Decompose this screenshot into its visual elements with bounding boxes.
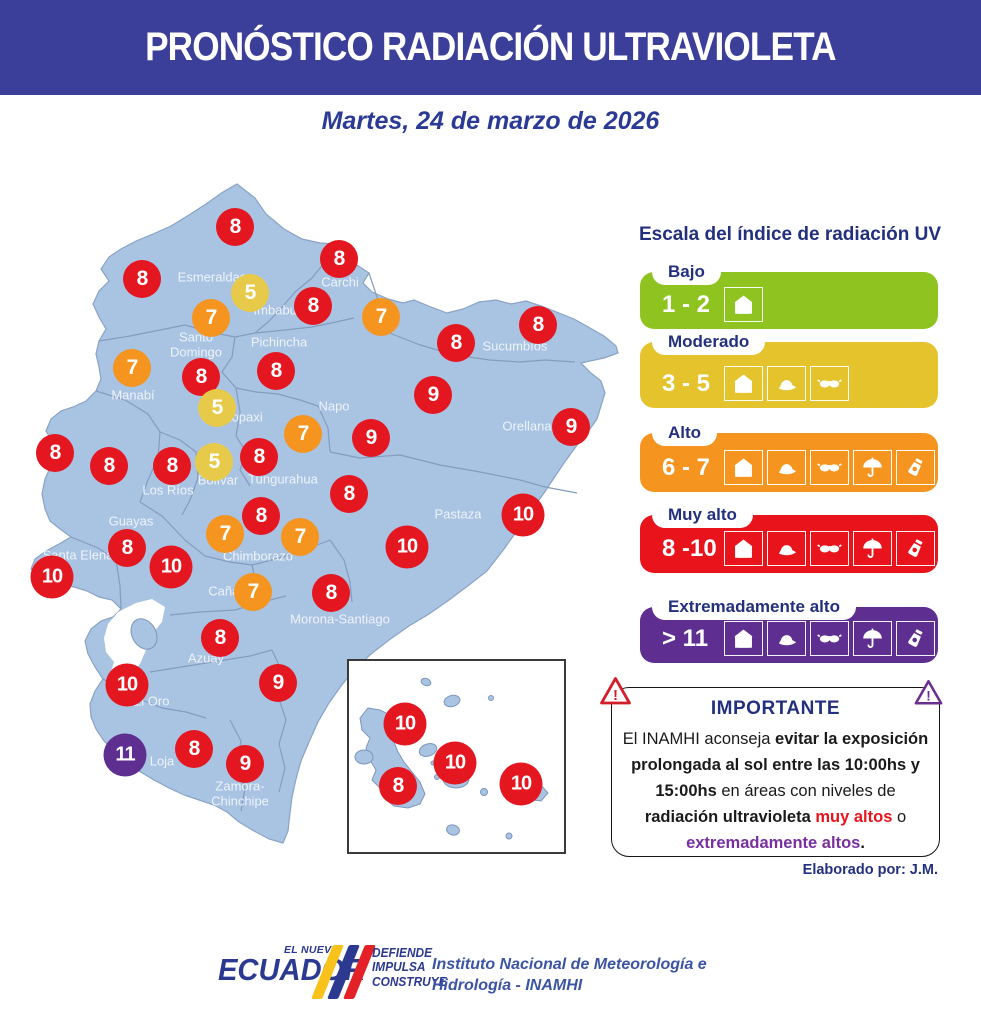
date-line: Martes, 24 de marzo de 2026 <box>321 107 660 135</box>
credit-line: Elaborado por: J.M. <box>802 862 938 878</box>
legend-level-name: Muy alto <box>652 502 753 528</box>
important-text-segment: extremadamente altos <box>686 834 861 853</box>
flag-stripes-icon <box>311 945 376 999</box>
cap-icon <box>767 366 806 401</box>
legend-range: 3 - 5 <box>662 369 711 397</box>
sunscreen-icon <box>896 450 935 485</box>
cap-icon <box>767 621 806 656</box>
shirt-icon <box>724 450 763 485</box>
important-text: El INAMHI aconseja evitar la exposición … <box>619 726 932 856</box>
logo-el-nuevo: EL NUEVO <box>284 944 340 956</box>
legend-band: Bajo 1 - 2 <box>640 259 938 329</box>
legend-band: Moderado 3 - 5 <box>640 329 938 408</box>
legend-range: 6 - 7 <box>662 453 711 481</box>
shirt-icon <box>724 287 763 322</box>
warning-triangle-purple-icon: ! <box>914 679 943 705</box>
important-text-segment: El INAMHI aconseja <box>622 730 776 748</box>
warning-triangle-red-icon: ! <box>600 677 631 705</box>
legend-band: Muy alto 8 -10 <box>640 502 938 573</box>
cap-icon <box>767 531 806 566</box>
institute-name: Instituto Nacional de Meteorología e Hid… <box>432 956 707 994</box>
legend-band: Extremadamente alto > 11 <box>640 594 938 663</box>
important-text-segment: evitar la exposición prolongada al sol e… <box>631 730 929 801</box>
shirt-icon <box>724 531 763 566</box>
legend-range: > 11 <box>662 624 709 652</box>
logo-slogan: DEFIENDE IMPULSA CONSTRUYE <box>372 946 447 989</box>
sunglasses-icon <box>810 531 849 566</box>
shirt-icon <box>724 621 763 656</box>
legend-level-name: Extremadamente alto <box>652 594 856 620</box>
umbrella-icon <box>853 531 892 566</box>
sunglasses-icon <box>810 621 849 656</box>
legend-level-name: Bajo <box>652 259 721 285</box>
galapagos-inset <box>347 659 566 854</box>
important-title: IMPORTANTE <box>710 698 841 719</box>
legend-level-name: Alto <box>652 420 718 446</box>
svg-text:!: ! <box>613 687 618 704</box>
important-box: IMPORTANTE El INAMHI aconseja evitar la … <box>611 687 940 857</box>
legend-title: Escala del índice de radiación UV <box>638 224 941 245</box>
cap-icon <box>767 450 806 485</box>
important-text-segment: en áreas con niveles de <box>716 782 896 801</box>
legend-level-name: Moderado <box>652 329 766 355</box>
sunglasses-icon <box>810 450 849 485</box>
umbrella-icon <box>853 621 892 656</box>
header-bar: PRONÓSTICO RADIACIÓN ULTRAVIOLETA <box>0 0 981 95</box>
legend-range: 1 - 2 <box>662 290 711 318</box>
shirt-icon <box>724 366 763 401</box>
sunscreen-icon <box>896 621 935 656</box>
important-text-segment: radiación ultravioleta <box>644 808 816 827</box>
legend-band: Alto 6 - 7 <box>640 420 938 492</box>
important-text-segment: o <box>892 808 907 827</box>
page-title: PRONÓSTICO RADIACIÓN ULTRAVIOLETA <box>145 25 836 69</box>
umbrella-icon <box>853 450 892 485</box>
sunscreen-icon <box>896 531 935 566</box>
svg-text:!: ! <box>926 689 931 704</box>
important-text-segment: muy altos <box>815 808 893 827</box>
sunglasses-icon <box>810 366 849 401</box>
important-text-segment: . <box>860 834 865 853</box>
legend-range: 8 -10 <box>662 534 717 562</box>
